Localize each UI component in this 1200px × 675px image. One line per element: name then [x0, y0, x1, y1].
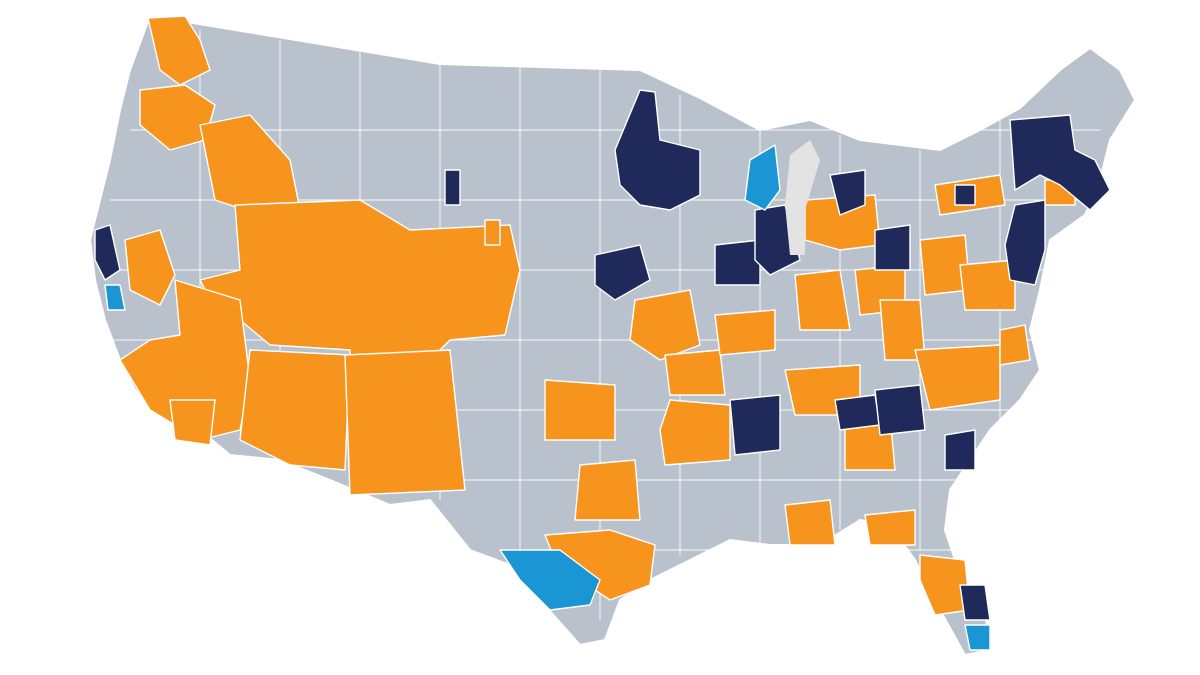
region-maryland	[959, 259, 1016, 311]
region-dakota-strip	[484, 219, 501, 246]
lake-michigan	[785, 140, 820, 255]
region-dakota-city	[444, 169, 461, 206]
region-san-antonio	[499, 549, 601, 611]
region-tallahassee	[864, 509, 916, 546]
region-southern-ca	[169, 399, 216, 446]
region-green-bay	[744, 144, 781, 211]
region-chicago-west	[714, 239, 761, 286]
navy-regions	[94, 89, 1111, 621]
region-buffalo	[954, 184, 976, 206]
region-missouri	[664, 349, 726, 396]
region-seattle	[147, 15, 211, 86]
region-dallas	[574, 459, 641, 521]
region-indiana	[794, 269, 851, 331]
region-st-louis	[729, 394, 781, 456]
region-roanoke	[874, 384, 926, 436]
region-north-ca	[124, 229, 176, 306]
region-iowa-east	[714, 309, 776, 356]
region-cleveland	[874, 224, 911, 271]
region-kansas-city	[629, 289, 701, 361]
region-nashville	[834, 394, 881, 431]
region-oklahoma	[544, 379, 616, 441]
region-san-jose	[104, 284, 126, 311]
region-miami	[959, 584, 991, 621]
region-minneapolis	[614, 89, 701, 211]
orange-regions	[119, 15, 1076, 616]
region-new-england	[1009, 114, 1111, 211]
region-arizona	[239, 349, 351, 471]
region-west-virginia-va	[914, 344, 1001, 411]
region-florida-central	[919, 554, 971, 616]
region-new-mexico	[344, 349, 466, 496]
light-blue-regions	[104, 144, 991, 651]
region-charleston	[944, 429, 976, 471]
region-des-moines	[594, 244, 651, 301]
region-detroit	[829, 169, 866, 216]
region-virginia-coast	[999, 324, 1031, 366]
region-key-west	[964, 624, 991, 651]
region-sf-bay	[94, 224, 121, 281]
region-alabama	[784, 499, 836, 546]
region-new-york-nj	[1004, 199, 1046, 286]
region-arkansas	[659, 399, 731, 466]
